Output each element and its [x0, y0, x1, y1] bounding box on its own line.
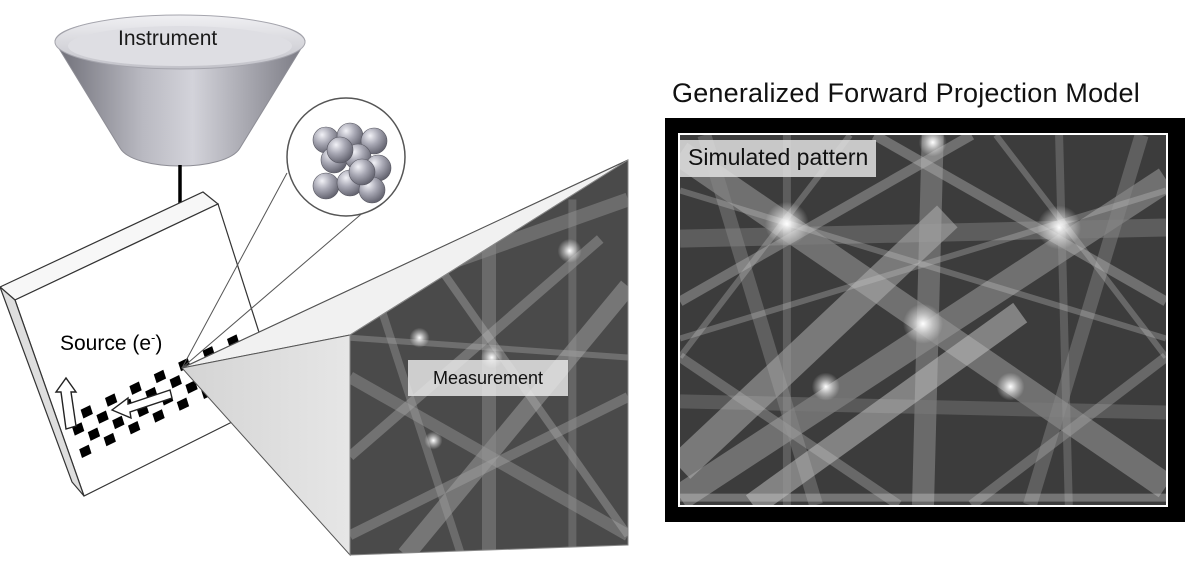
- kikuchi-band: [350, 392, 628, 540]
- simulated-pattern-label: Simulated pattern: [680, 140, 877, 177]
- kikuchi-band: [430, 256, 628, 538]
- zone-axis-spot: [764, 201, 809, 246]
- scan-direction-arrow-icon: [54, 376, 173, 430]
- scan-grid-square: [127, 421, 141, 435]
- scan-grid-square: [103, 432, 116, 447]
- scan-grid-square: [96, 410, 109, 424]
- zone-axis-spot: [918, 135, 947, 157]
- zone-axis-spot: [557, 238, 582, 263]
- scan-grid-square: [169, 375, 182, 389]
- zone-axis-spot: [996, 372, 1025, 401]
- scan-grid-square: [87, 427, 101, 441]
- zone-axis-spot: [409, 327, 430, 348]
- kikuchi-band: [373, 297, 466, 555]
- kikuchi-band: [968, 353, 1166, 505]
- kikuchi-band: [680, 135, 975, 306]
- kikuchi-band: [680, 187, 1166, 342]
- scan-grid-square: [79, 444, 92, 458]
- kikuchi-band: [745, 302, 1028, 505]
- crystal-atom: [360, 127, 388, 155]
- zone-axis-spot: [424, 431, 443, 450]
- scan-grid-square: [185, 380, 198, 394]
- instrument-label: Instrument: [118, 27, 218, 50]
- kikuchi-band: [680, 205, 958, 479]
- scan-grid-square: [112, 415, 125, 430]
- crystal-atom: [348, 158, 376, 186]
- scan-grid-square: [153, 369, 167, 384]
- measurement-pattern: [349, 159, 629, 556]
- kikuchi-band: [680, 187, 1166, 342]
- scan-grid-square: [176, 397, 190, 411]
- crystal-atom: [326, 136, 354, 164]
- zone-axis-spot: [1037, 205, 1082, 250]
- scan-grid-square: [80, 405, 93, 419]
- kikuchi-band: [350, 372, 628, 541]
- measurement-label: Measurement: [408, 360, 568, 396]
- model-title: Generalized Forward Projection Model: [672, 78, 1140, 108]
- kikuchi-band: [1055, 135, 1073, 505]
- source-label-superscript: -: [151, 330, 156, 345]
- simulated-pattern-panel: [665, 118, 1185, 522]
- kikuchi-band: [871, 135, 1166, 306]
- kikuchi-band: [680, 352, 902, 505]
- kikuchi-band: [993, 135, 1166, 359]
- source-label-close: ): [155, 332, 163, 355]
- instrument-funnel-icon: [54, 14, 306, 167]
- source-label-text: Source (e: [60, 332, 152, 355]
- zone-axis-spot: [903, 303, 943, 344]
- kikuchi-band: [350, 235, 604, 461]
- crystal-atom: [312, 172, 340, 200]
- kikuchi-band: [697, 135, 823, 505]
- kikuchi-band: [1023, 135, 1149, 505]
- scan-grid-square: [104, 393, 118, 407]
- scan-grid-square: [152, 409, 165, 423]
- zone-axis-spot: [811, 372, 840, 401]
- source-label: Source (e-): [60, 330, 162, 356]
- kikuchi-band: [398, 280, 628, 555]
- atom-cluster-icon: [312, 122, 392, 204]
- scan-grid-square: [129, 381, 142, 395]
